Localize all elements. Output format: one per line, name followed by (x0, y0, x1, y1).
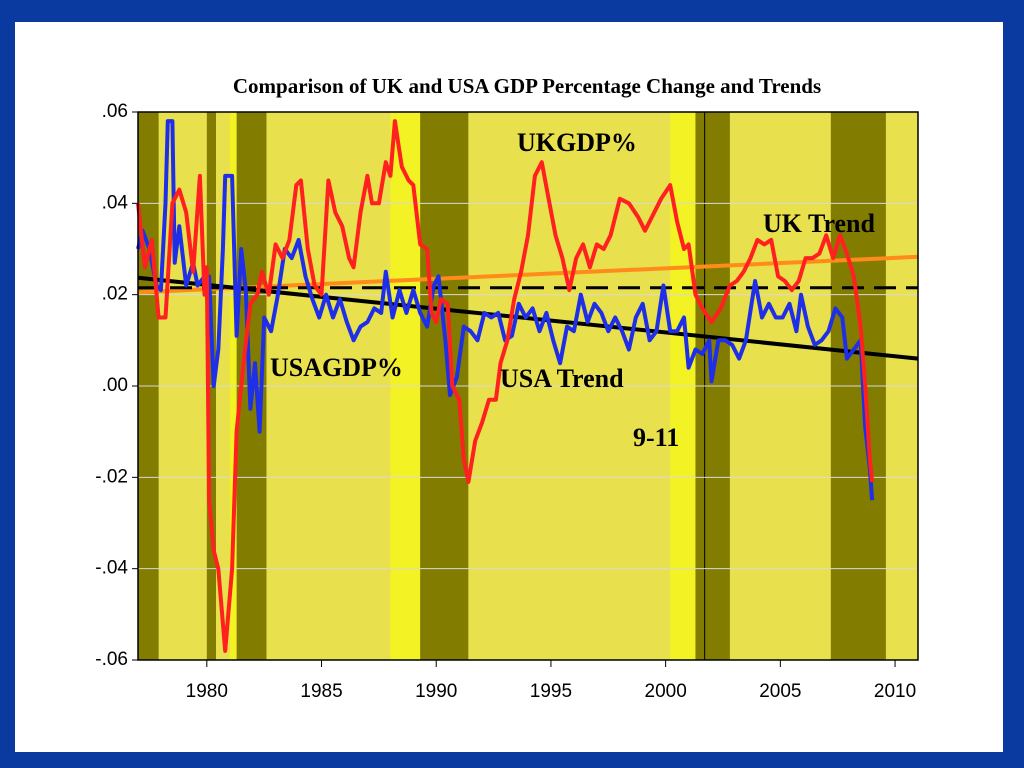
y-tick-label: -.04 (95, 558, 128, 579)
y-tick-label: .02 (102, 284, 128, 305)
x-tick-label: 1990 (415, 681, 457, 702)
x-tick-label: 1985 (300, 681, 342, 702)
x-tick-label: 2005 (759, 681, 801, 702)
series-label: UKGDP% (517, 128, 637, 157)
y-tick-label: -.06 (95, 649, 128, 670)
x-tick-label: 1980 (186, 681, 228, 702)
annotation: 9-11 (633, 423, 679, 452)
y-tick-label: -.02 (95, 466, 128, 487)
series-label: USAGDP% (270, 353, 403, 382)
y-tick-label: .04 (102, 192, 129, 213)
series-label: UK Trend (763, 209, 876, 238)
series-line (136, 119, 875, 653)
x-tick-label: 1995 (530, 681, 572, 702)
x-tick-label: 2000 (645, 681, 687, 702)
series-label: USA Trend (500, 364, 624, 393)
x-tick-label: 2010 (874, 681, 916, 702)
y-tick-label: .06 (102, 101, 128, 122)
plot-frame (137, 111, 919, 661)
chart-title: Comparison of UK and USA GDP Percentage … (233, 74, 821, 98)
y-tick-label: .00 (102, 375, 128, 396)
series-line (136, 119, 875, 501)
